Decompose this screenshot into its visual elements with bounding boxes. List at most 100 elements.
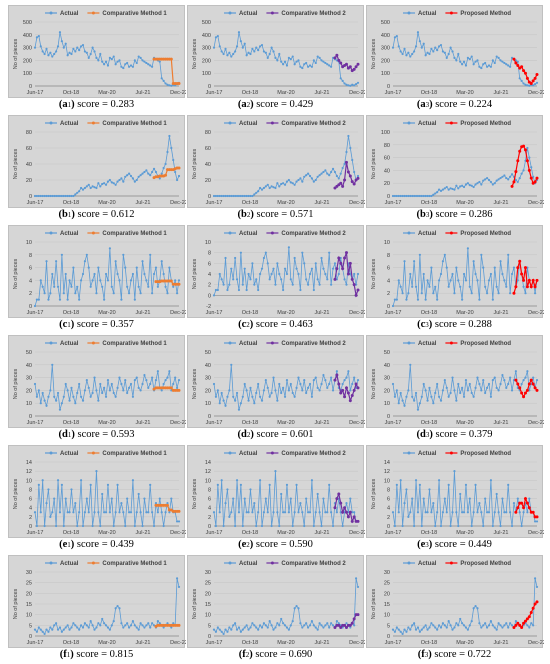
data-point	[310, 479, 314, 482]
data-point	[120, 298, 123, 301]
y-tick-label: 10	[384, 240, 390, 246]
data-point	[110, 624, 113, 627]
data-point	[409, 194, 412, 198]
panel-label: (e	[417, 539, 426, 550]
data-point	[62, 194, 65, 198]
data-point	[289, 382, 292, 386]
x-tick-label: Dec-22	[528, 200, 544, 206]
data-point	[247, 628, 250, 631]
data-point	[247, 511, 250, 514]
data-point	[272, 376, 275, 379]
data-point	[303, 175, 306, 178]
data-point	[216, 194, 219, 198]
y-tick-label: 0	[208, 293, 211, 299]
panel-label: (c	[59, 319, 68, 330]
data-point	[413, 622, 416, 625]
data-point	[97, 622, 100, 625]
panel-caption: (a1) score = 0.283	[58, 99, 135, 110]
data-point	[149, 626, 152, 629]
data-point	[312, 379, 315, 382]
data-point	[234, 256, 237, 260]
data-point	[468, 285, 471, 288]
data-point	[81, 399, 85, 402]
data-point	[449, 391, 452, 395]
data-point	[91, 279, 94, 282]
data-point	[218, 628, 221, 631]
data-point	[291, 182, 294, 185]
data-point	[122, 180, 125, 183]
data-point	[255, 191, 258, 194]
data-point	[239, 630, 242, 633]
data-point	[253, 283, 256, 286]
data-point	[66, 511, 69, 514]
data-point	[495, 492, 498, 496]
y-tick-label: 400	[202, 33, 211, 39]
data-point	[53, 194, 56, 198]
data-point	[470, 292, 473, 295]
x-tick-label: Mar-20	[277, 90, 294, 96]
panel-caption: (e1) score = 0.439	[59, 539, 134, 550]
data-point	[114, 511, 117, 514]
data-point	[299, 622, 302, 625]
data-point	[228, 626, 231, 629]
data-point	[501, 175, 504, 178]
data-point	[314, 262, 317, 265]
data-point	[264, 251, 267, 254]
data-point	[124, 379, 127, 382]
data-point	[350, 277, 354, 281]
data-point	[258, 479, 262, 482]
data-point	[158, 177, 161, 180]
data-point	[68, 628, 71, 631]
data-point	[314, 178, 317, 182]
y-tick-label: 30	[384, 376, 390, 382]
data-point	[116, 386, 119, 389]
data-point	[455, 622, 458, 625]
data-point	[224, 502, 227, 505]
data-point	[535, 520, 539, 523]
data-point	[257, 190, 260, 193]
data-point	[174, 170, 177, 174]
data-point	[164, 82, 167, 85]
data-point	[428, 488, 431, 491]
chart-b2: 020406080Jun-17Oct-18Mar-20Jul-21Dec-22N…	[192, 121, 365, 206]
data-point	[162, 79, 165, 82]
data-point	[239, 483, 242, 486]
data-point	[518, 511, 521, 514]
data-point	[316, 492, 319, 496]
data-point	[341, 166, 344, 170]
data-point	[110, 382, 113, 386]
y-tick-label: 2	[387, 515, 390, 521]
y-tick-label: 400	[23, 33, 32, 39]
y-tick-label: 40	[26, 162, 32, 168]
panel-label: (f	[417, 649, 425, 660]
data-point	[74, 193, 77, 196]
data-point	[237, 31, 241, 34]
data-point	[175, 386, 179, 389]
legend-label: Comparative Method 1	[102, 561, 167, 567]
data-point	[391, 194, 395, 198]
data-point	[461, 386, 464, 389]
data-point	[37, 483, 40, 486]
y-axis-label: No of pieces	[192, 148, 198, 179]
data-point	[260, 43, 264, 47]
data-point	[310, 65, 314, 68]
data-point	[526, 511, 529, 514]
chart-b1: 020406080Jun-17Oct-18Mar-20Jul-21Dec-22N…	[13, 121, 186, 206]
data-point	[55, 260, 58, 263]
data-point	[104, 183, 108, 186]
data-point	[58, 194, 62, 198]
x-tick-label: Oct-18	[421, 640, 438, 646]
data-point	[295, 180, 298, 183]
data-point	[443, 379, 446, 382]
data-point	[76, 46, 79, 49]
data-point	[335, 53, 339, 57]
data-point	[407, 292, 410, 295]
data-point	[443, 624, 446, 627]
data-point	[341, 524, 344, 528]
data-point	[285, 626, 289, 629]
score-text: score = 0.722	[431, 649, 492, 660]
legend-marker	[228, 11, 232, 15]
data-point	[495, 179, 498, 182]
data-point	[285, 483, 289, 486]
